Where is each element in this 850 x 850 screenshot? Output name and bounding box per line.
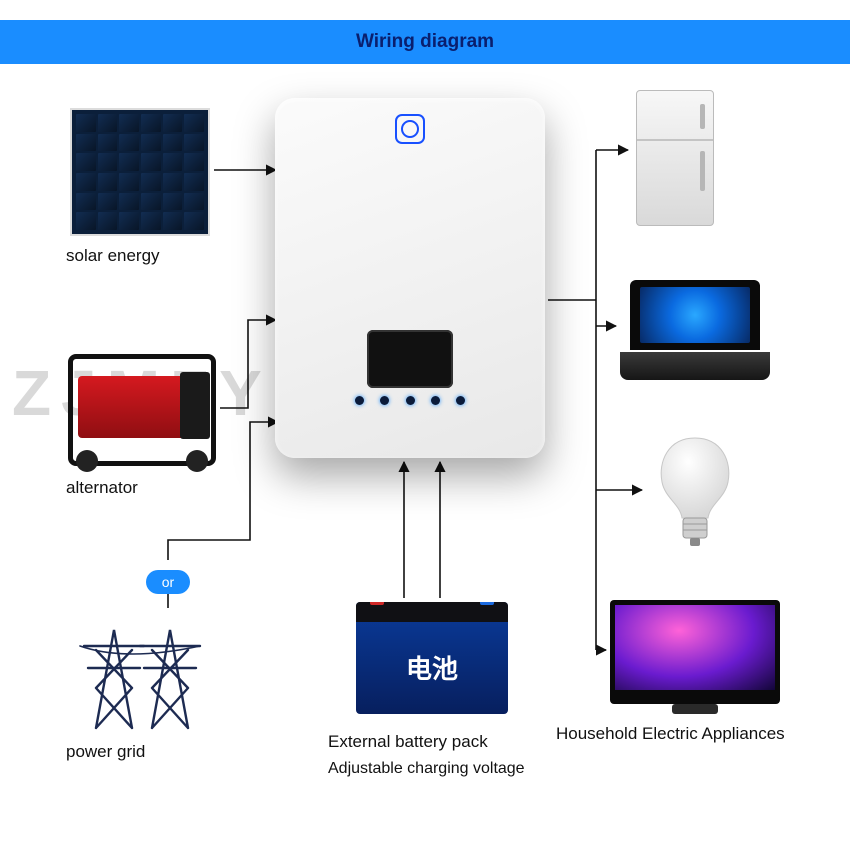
header-title: Wiring diagram — [356, 31, 494, 53]
or-pill: or — [146, 570, 190, 594]
fridge-icon — [636, 90, 714, 226]
alternator-icon — [68, 354, 216, 466]
header-bar: Wiring diagram — [0, 20, 850, 64]
solar-panel-icon — [70, 108, 210, 236]
battery-label-2: Adjustable charging voltage — [328, 760, 525, 778]
power-icon — [395, 114, 425, 144]
power-grid-icon — [66, 610, 216, 730]
terminal-neg — [480, 602, 494, 605]
power-grid-label: power grid — [66, 742, 145, 762]
or-text: or — [162, 574, 174, 590]
terminal-pos — [370, 602, 384, 605]
solar-label: solar energy — [66, 246, 160, 266]
appliances-label: Household Electric Appliances — [556, 724, 785, 744]
tv-icon — [610, 600, 780, 704]
alternator-label: alternator — [66, 478, 138, 498]
battery-face-text: 电池 — [356, 649, 508, 686]
battery-label-1: External battery pack — [328, 732, 488, 752]
laptop-icon — [620, 280, 770, 380]
inverter-screen — [367, 330, 453, 388]
battery-icon: 电池 — [356, 602, 508, 714]
inverter-unit — [275, 98, 545, 458]
bulb-icon — [650, 432, 740, 552]
edge-alt-to-inv — [220, 320, 276, 408]
inverter-buttons — [355, 396, 465, 410]
